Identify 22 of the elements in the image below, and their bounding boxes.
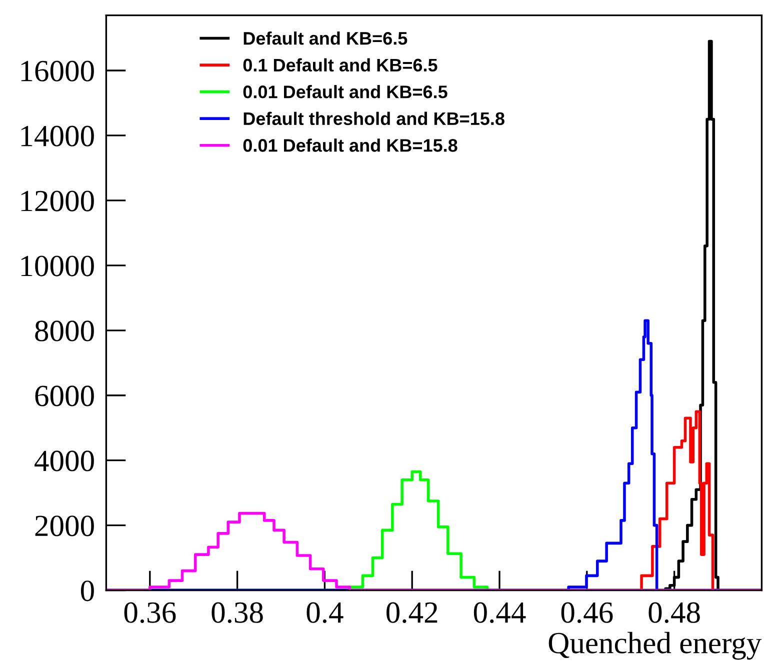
x-tick-label: 0.38 [212,602,263,624]
x-tick-label: 0.48 [648,602,700,624]
x-tick-label: 0.44 [474,602,526,624]
x-tick-label: 0.36 [124,602,176,624]
y-tick-label: 12000 [21,190,94,212]
legend-label: 0.01 Default and KB=15.8 [243,138,458,152]
y-tick-label: 4000 [34,450,94,472]
x-axis-title: Quenched energy [548,632,762,660]
y-tick-label: 6000 [35,386,94,406]
y-tick-label: 0 [80,580,94,602]
legend-label: Default threshold and KB=15.8 [244,112,504,126]
y-tick-label: 16000 [21,60,94,82]
x-tick-label: 0.42 [386,602,438,624]
y-tick-label: 2000 [35,516,94,536]
legend-label: 0.1 Default and KB=6.5 [243,58,438,72]
y-tick-label: 8000 [35,320,94,342]
legend-label: Default and KB=6.5 [244,32,408,45]
x-tick-label: 0.46 [561,602,613,624]
x-tick-label: 0.4 [306,602,344,624]
y-tick-label: 14000 [21,126,94,146]
legend-label: 0.01 Default and KB=6.5 [243,85,448,98]
y-tick-label: 10000 [21,256,94,276]
